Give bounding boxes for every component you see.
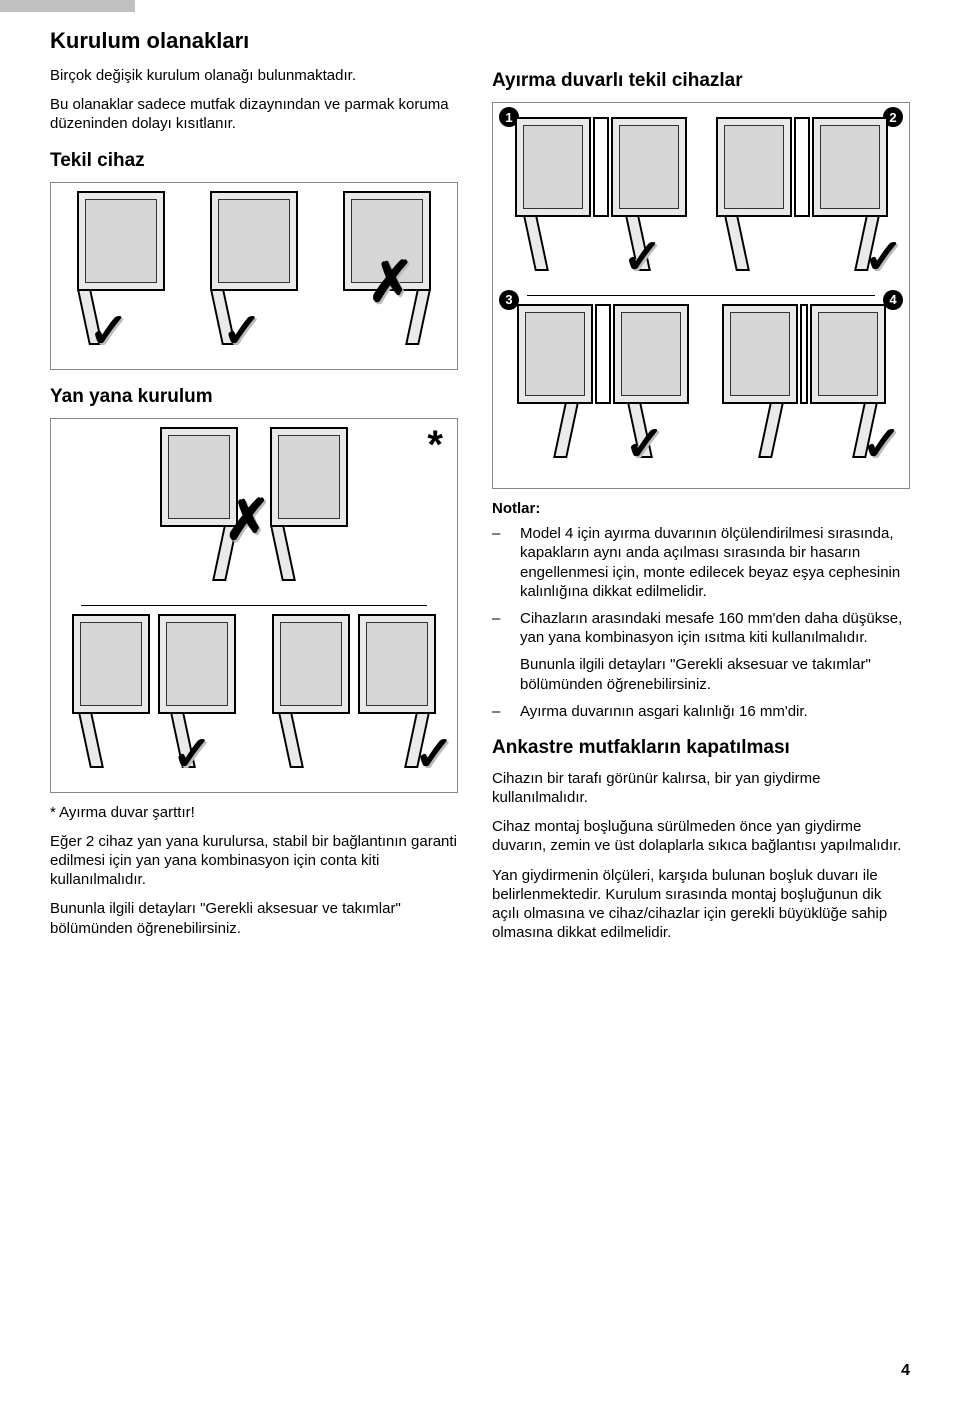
para-left-4: Bununla ilgili detayları "Gerekli aksesu… [50,899,458,937]
footnote-star: * Ayırma duvar şarttır! [50,803,458,822]
header-stub [0,0,135,12]
notes-label: Notlar: [492,499,910,518]
right-column: Ayırma duvarlı tekil cihazlar 1 2 ✓ [492,28,910,952]
divider-wall [593,117,609,217]
unit-2: ✓ [194,191,314,361]
para-intro-2: Bu olanaklar sadece mutfak dizaynından v… [50,95,458,133]
para-right-1: Cihazın bir tarafı görünür kalırsa, bir … [492,769,910,807]
heading-kurulum: Kurulum olanakları [50,28,458,54]
figure-separator [527,295,875,296]
divider-wall [800,304,808,404]
unit-1: ✓ [61,191,181,361]
note-1: – Model 4 için ayırma duvarının ölçülend… [492,524,910,601]
para-right-2: Cihaz montaj boşluğuna sürülmeden önce y… [492,817,910,855]
figure-tekil: ✓ ✓ ✗ [50,182,458,370]
note-2b: Bununla ilgili detayları "Gerekli aksesu… [520,655,910,693]
star-marker: * [427,423,443,468]
figure-yanyana: * ✗ [50,418,458,793]
divider-wall [794,117,810,217]
heading-ayirma: Ayırma duvarlı tekil cihazlar [492,70,910,92]
heading-tekil: Tekil cihaz [50,150,458,172]
note-3: – Ayırma duvarının asgari kalınlığı 16 m… [492,702,910,721]
left-column: Kurulum olanakları Birçok değişik kurulu… [50,28,458,952]
figure-separator [81,605,427,606]
divider-wall [595,304,611,404]
heading-ankastre: Ankastre mutfakların kapatılması [492,737,910,759]
para-intro-1: Birçok değişik kurulum olanağı bulunmakt… [50,66,458,85]
note-2: – Cihazların arasındaki mesafe 160 mm'de… [492,609,910,647]
para-left-3: Eğer 2 cihaz yan yana kurulursa, stabil … [50,832,458,890]
heading-yanyana: Yan yana kurulum [50,386,458,408]
unit-3: ✗ [327,191,447,361]
figure-ayirma: 1 2 ✓ [492,102,910,489]
page-number: 4 [901,1362,910,1380]
para-right-3: Yan giydirmenin ölçüleri, karşıda buluna… [492,866,910,943]
